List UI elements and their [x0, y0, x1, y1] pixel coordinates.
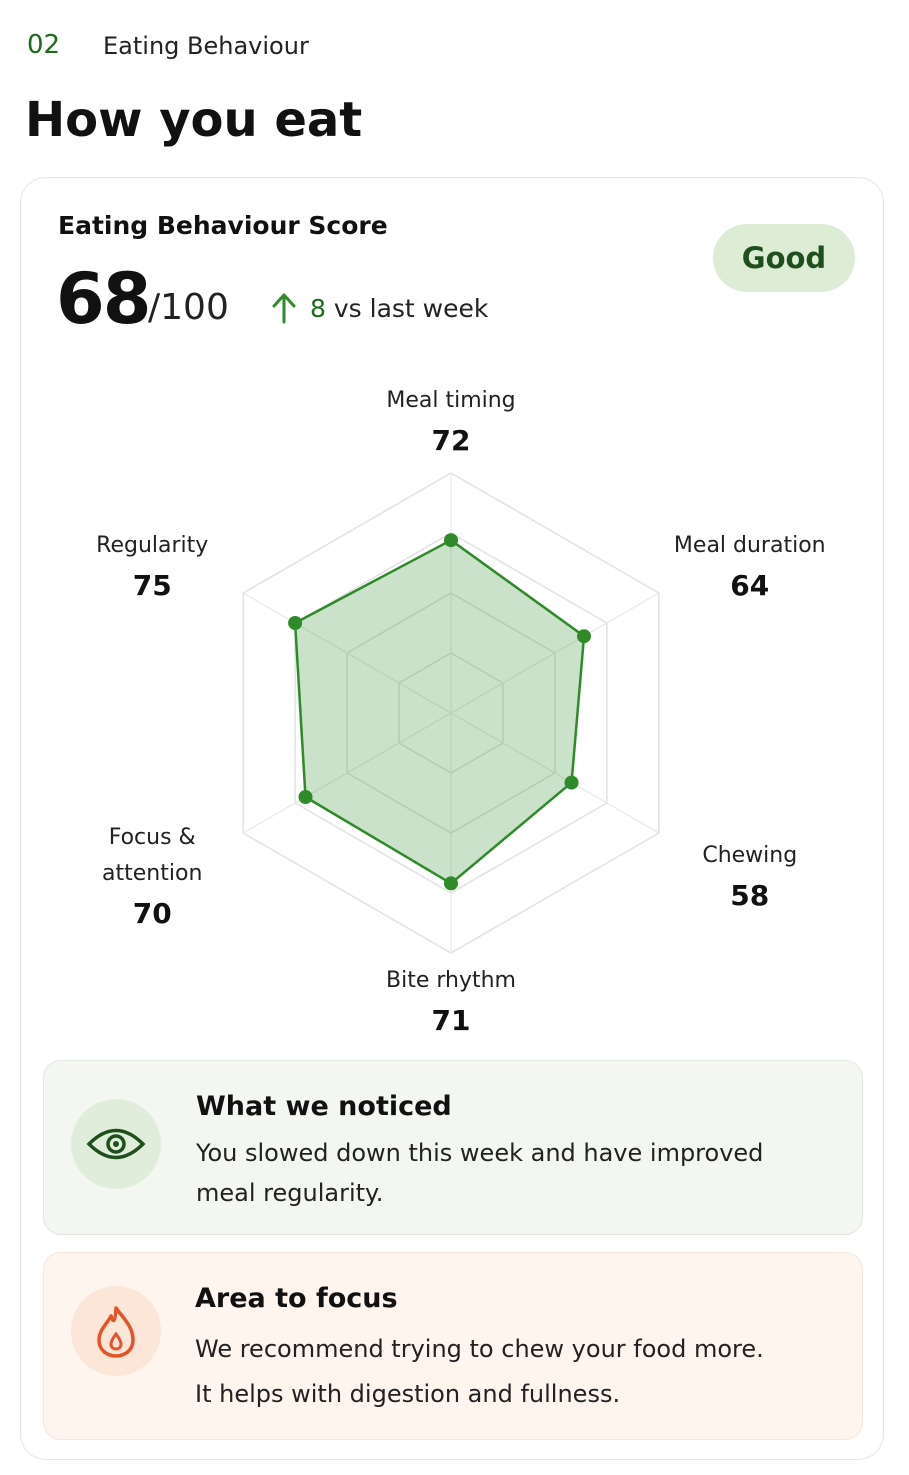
trend-value: 8 — [310, 294, 326, 323]
trend-arrow — [272, 293, 296, 324]
score-point — [577, 629, 592, 644]
axis-name: Meal duration — [673, 533, 826, 558]
trend-text: vs last week — [333, 294, 489, 323]
axis-label: Meal timing 72 — [386, 383, 515, 463]
axis-spoke — [242, 712, 452, 834]
score-card — [20, 177, 884, 1460]
insight-title: What we noticed — [196, 1091, 452, 1122]
axis-value: 75 — [132, 569, 172, 602]
axis-name: Regularity — [96, 533, 209, 558]
axis-name: Meal timing — [386, 388, 516, 413]
eye-icon — [71, 1099, 161, 1189]
insight-card: What we noticed You slowed down this wee… — [43, 1060, 863, 1235]
score-title: Eating Behaviour Score — [58, 211, 388, 240]
section-number: 02 — [27, 30, 61, 60]
score-point — [444, 533, 458, 548]
axis-spoke — [242, 592, 452, 714]
trend: 8 vs last week — [310, 294, 488, 323]
status-badge: Good — [713, 224, 855, 292]
axis-name: Bite rhythm — [386, 968, 516, 993]
score-point — [444, 876, 458, 891]
focus-card: Area to focus We recommend trying to che… — [43, 1252, 863, 1440]
score-max: /100 — [148, 287, 229, 328]
axis-label: Meal duration 64 — [674, 528, 826, 608]
axis-label: Focus & attention 70 — [92, 820, 212, 936]
score-value: 68 — [56, 258, 151, 340]
axis-name: Chewing — [702, 843, 798, 868]
axis-label: Chewing 58 — [702, 838, 797, 918]
score-point — [564, 775, 579, 790]
axis-value: 72 — [431, 424, 471, 457]
axis-label: Regularity 75 — [96, 528, 208, 608]
focus-line: We recommend trying to chew your food mo… — [195, 1335, 764, 1363]
axis-spoke — [450, 712, 660, 834]
axis-label: Bite rhythm 71 — [386, 963, 516, 1043]
axis-value: 70 — [132, 897, 172, 930]
axis-value: 64 — [730, 569, 770, 602]
score-point — [298, 790, 313, 804]
score-area — [293, 538, 586, 885]
section-name: Eating Behaviour — [103, 32, 309, 60]
axis-value: 58 — [730, 879, 770, 912]
insight-line: meal regularity. — [196, 1179, 384, 1207]
axis-name: Focus & attention — [102, 825, 203, 886]
insight-line: You slowed down this week and have impro… — [196, 1139, 764, 1167]
axis-spoke — [450, 592, 660, 714]
focus-line: It helps with digestion and fullness. — [195, 1380, 621, 1408]
score-point — [288, 616, 303, 630]
page-title: How you eat — [25, 92, 363, 148]
axis-value: 71 — [431, 1004, 471, 1037]
focus-title: Area to focus — [195, 1283, 398, 1314]
flame-icon — [71, 1286, 161, 1376]
